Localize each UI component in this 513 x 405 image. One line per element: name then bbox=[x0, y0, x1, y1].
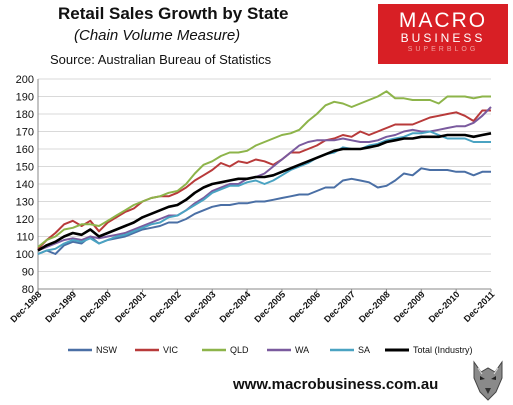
legend-label: QLD bbox=[230, 345, 249, 355]
legend-label: Total (Industry) bbox=[413, 345, 473, 355]
wolf-head-icon bbox=[468, 358, 508, 402]
series-line-sa bbox=[37, 130, 491, 255]
x-tick-label: Dec-2006 bbox=[287, 289, 322, 324]
series-line-total-industry bbox=[37, 132, 492, 252]
legend: NSW VIC QLD WA SA Total (Industry) bbox=[68, 345, 473, 355]
legend-label: WA bbox=[295, 345, 309, 355]
series-line-nsw bbox=[37, 167, 491, 255]
logo-line-1: MACRO bbox=[398, 9, 488, 32]
footer-url[interactable]: www.macrobusiness.com.au bbox=[233, 376, 439, 393]
x-tick-label: Dec-2007 bbox=[322, 289, 357, 324]
x-tick-label: Dec-2003 bbox=[183, 289, 218, 324]
y-tick-label: 110 bbox=[16, 232, 34, 244]
y-tick-label: 150 bbox=[16, 162, 34, 174]
x-tick-label: Dec-2005 bbox=[252, 289, 287, 324]
x-tick-label: Dec-2009 bbox=[392, 289, 427, 324]
y-tick-label: 180 bbox=[16, 109, 34, 121]
series-lines bbox=[37, 90, 492, 255]
y-tick-label: 140 bbox=[16, 179, 34, 191]
chart-subtitle: (Chain Volume Measure) bbox=[74, 27, 241, 44]
y-tick-label: 190 bbox=[16, 92, 34, 104]
legend-label: SA bbox=[358, 345, 370, 355]
x-tick-label: Dec-2004 bbox=[217, 289, 252, 324]
y-tick-label: 100 bbox=[16, 249, 34, 261]
x-tick-label: Dec-2011 bbox=[462, 289, 497, 324]
x-tick-label: Dec-2002 bbox=[148, 289, 183, 324]
x-tick-label: Dec-1999 bbox=[43, 289, 78, 324]
x-tick-label: Dec-2000 bbox=[78, 289, 113, 324]
y-tick-label: 130 bbox=[16, 197, 34, 209]
series-line-wa bbox=[37, 106, 492, 252]
x-tick-label: Dec-2001 bbox=[113, 289, 148, 324]
chart-source: Source: Australian Bureau of Statistics bbox=[50, 52, 272, 67]
y-tick-label: 160 bbox=[16, 144, 34, 156]
logo-line-3: SUPERBLOG bbox=[407, 46, 479, 53]
logo-line-2: BUSINESS bbox=[400, 31, 486, 45]
series-line-vic bbox=[37, 109, 491, 250]
chart-title: Retail Sales Growth by State bbox=[58, 4, 289, 23]
y-tick-label: 120 bbox=[16, 214, 34, 226]
legend-label: NSW bbox=[96, 345, 118, 355]
macrobusiness-logo[interactable]: MACRO BUSINESS SUPERBLOG bbox=[378, 4, 508, 64]
y-tick-label: 80 bbox=[22, 284, 34, 296]
x-tick-label: Dec-2010 bbox=[427, 289, 462, 324]
axes: 80 90 100 110 120 130 140 150 160 170 180 190 200 Dec… bbox=[8, 74, 496, 324]
y-tick-label: 170 bbox=[16, 127, 34, 139]
y-tick-label: 90 bbox=[22, 267, 34, 279]
series-line-qld bbox=[37, 90, 491, 248]
legend-label: VIC bbox=[163, 345, 179, 355]
x-tick-label: Dec-2008 bbox=[357, 289, 392, 324]
y-tick-label: 200 bbox=[16, 74, 34, 86]
